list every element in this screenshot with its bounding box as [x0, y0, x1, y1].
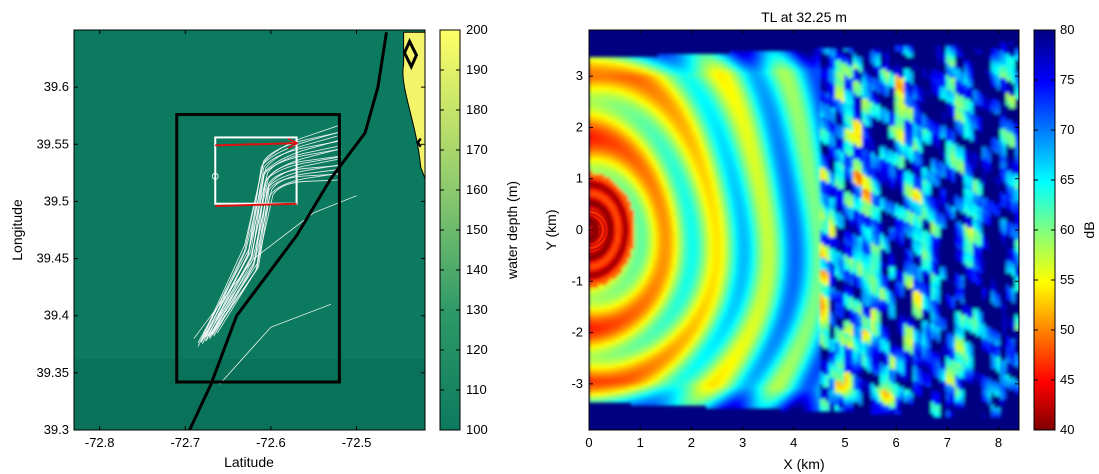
- model-domain-square: [214, 136, 298, 205]
- depth-contour-outer: [193, 195, 357, 339]
- source-ring: [589, 221, 598, 239]
- colorbar-tick-label: 200: [466, 22, 488, 37]
- source-ring: [589, 217, 602, 243]
- x-tick-label: -72.6: [256, 435, 286, 450]
- left-x-axis-label: Latitude: [224, 454, 274, 470]
- shelf-break-line: [188, 32, 388, 430]
- right-ticks: 0 1 2 3 4 5 6 7 8 -3 -2 -1 0 1 2 3: [571, 30, 1019, 450]
- y-tick-label: 39.35: [36, 365, 69, 380]
- x-tick-label: -72.8: [85, 435, 115, 450]
- shallow-contour: [402, 37, 419, 71]
- tl-colorbar: 40 45 50 55 60 65 70 75 80 dB: [1033, 22, 1097, 437]
- transmission-loss-field: [589, 42, 1019, 421]
- depth-contour: [205, 156, 342, 337]
- source-marker: [211, 172, 219, 180]
- right-y-axis-label: Y (km): [543, 210, 559, 251]
- depth-contour: [211, 165, 340, 335]
- y-tick-label: 39.55: [36, 136, 69, 151]
- depth-contour: [202, 135, 338, 345]
- tl-colorbar-ticks: 40 45 50 55 60 65 70 75 80: [1034, 22, 1074, 437]
- y-tick-label: 39.6: [44, 79, 69, 94]
- y-tick-label: 39.45: [36, 251, 69, 266]
- depth-contour: [212, 173, 341, 333]
- deep-band: [74, 359, 425, 430]
- left-y-axis-label: Longitude: [9, 199, 25, 261]
- study-area-rectangle: [175, 113, 341, 384]
- depth-contour: [197, 131, 342, 344]
- shallow-contour-edge: [416, 137, 422, 148]
- depth-contour: [209, 158, 338, 340]
- y-tick-label: 0: [576, 222, 583, 237]
- y-tick-label: 1: [576, 171, 583, 186]
- colorbar-tick-label: 140: [466, 262, 488, 277]
- y-tick-label: 39.5: [44, 193, 69, 208]
- colorbar-tick-label: 180: [466, 102, 488, 117]
- colorbar-tick-label: 170: [466, 142, 488, 157]
- y-tick-label: -3: [571, 376, 583, 391]
- x-tick-label: -72.5: [342, 435, 372, 450]
- colorbar-tick-label: 160: [466, 182, 488, 197]
- depth-contour: [213, 169, 338, 337]
- depth-contour: [217, 179, 338, 334]
- y-tick-label: 39.4: [44, 308, 69, 323]
- right-x-axis-label: X (km): [783, 456, 824, 472]
- colorbar-tick-label: 50: [1060, 322, 1074, 337]
- x-tick-label: 2: [688, 435, 695, 450]
- left-axes-frame: [73, 29, 426, 431]
- tl-field-cells: [589, 42, 1019, 421]
- propagation-arrow: [215, 143, 296, 145]
- x-tick-label: 3: [739, 435, 746, 450]
- depth-contour: [203, 148, 342, 338]
- colorbar-tick-label: 120: [466, 342, 488, 357]
- colorbar-tick-label: 100: [466, 422, 488, 437]
- colorbar-tick-label: 45: [1060, 372, 1074, 387]
- left-plot: -72.8 -72.7 -72.6 -72.5 39.3 39.35 39.4 39.45 39…: [9, 29, 426, 470]
- x-tick-label: 4: [790, 435, 797, 450]
- propagation-arrow: [215, 202, 297, 207]
- colorbar-tick-label: 80: [1060, 22, 1074, 37]
- right-plot: TL at 32.25 m 0 1 2 3 4 5 6 7 8 -3 -2 -1 0 1 2 3 X (km)…: [543, 9, 1020, 472]
- depth-contour: [200, 139, 341, 343]
- depth-contour: [200, 131, 340, 343]
- colorbar-tick-label: 65: [1060, 172, 1074, 187]
- depth-contour: [208, 164, 341, 337]
- depth-colorbar-label: water depth (m): [504, 181, 520, 280]
- colorbar-tick-label: 75: [1060, 72, 1074, 87]
- bathymetry-overlay: [74, 31, 425, 430]
- depth-colorbar: 100 110 120 130 140 150 160 170 180 190 200 water …: [439, 22, 520, 437]
- y-tick-label: 3: [576, 68, 583, 83]
- colorbar-tick-label: 110: [466, 382, 487, 397]
- colorbar-tick-label: 130: [466, 302, 488, 317]
- left-ticks: -72.8 -72.7 -72.6 -72.5 39.3 39.35 39.4 39.45 39…: [36, 30, 425, 450]
- colorbar-tick-label: 150: [466, 222, 488, 237]
- depth-contour: [212, 172, 340, 336]
- y-tick-label: 39.3: [44, 422, 69, 437]
- colorbar-tick-label: 70: [1060, 122, 1074, 137]
- source-ring: [589, 213, 606, 247]
- tl-colorbar-label: dB: [1081, 221, 1097, 238]
- colorbar-tick-label: 190: [466, 62, 488, 77]
- depth-contour: [202, 140, 341, 340]
- depth-contour-outer: [219, 303, 331, 385]
- colorbar-tick-label: 55: [1060, 272, 1074, 287]
- x-tick-label: -72.7: [170, 435, 200, 450]
- source-ring: [589, 209, 610, 251]
- x-tick-label: 1: [637, 435, 644, 450]
- colorbar-tick-label: 40: [1060, 422, 1074, 437]
- right-chart-title: TL at 32.25 m: [761, 9, 847, 25]
- x-tick-label: 0: [585, 435, 592, 450]
- depth-colorbar-ticks: 100 110 120 130 140 150 160 170 180 190 200: [440, 22, 488, 437]
- x-tick-label: 5: [841, 435, 848, 450]
- y-tick-label: 2: [576, 119, 583, 134]
- x-tick-label: 7: [944, 435, 951, 450]
- colorbar-tick-label: 60: [1060, 222, 1074, 237]
- x-tick-label: 8: [995, 435, 1002, 450]
- y-tick-label: -2: [571, 325, 583, 340]
- x-tick-label: 6: [893, 435, 900, 450]
- y-tick-label: -1: [571, 273, 583, 288]
